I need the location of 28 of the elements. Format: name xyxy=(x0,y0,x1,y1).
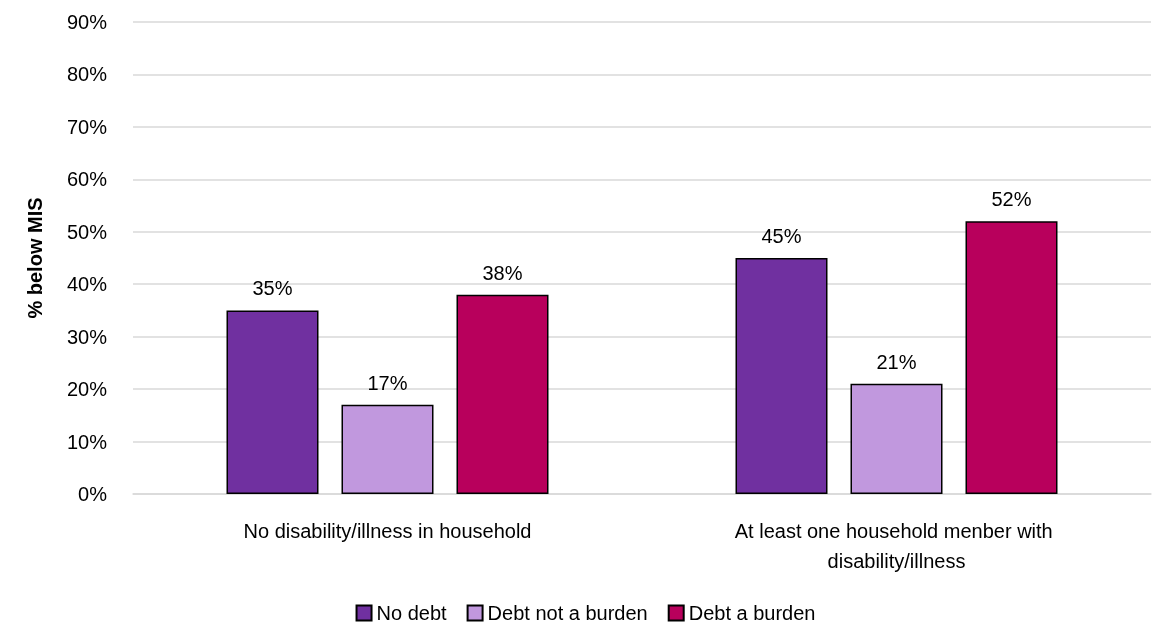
data-label: 38% xyxy=(482,261,523,284)
bar xyxy=(456,294,549,494)
y-tick-label: 80% xyxy=(66,63,108,86)
bar xyxy=(965,221,1058,494)
legend-label: No debt xyxy=(376,602,448,624)
data-label: 17% xyxy=(367,371,408,394)
data-label: 45% xyxy=(761,225,802,247)
y-tick-label: 70% xyxy=(66,115,108,138)
y-tick-label: 90% xyxy=(66,11,108,33)
y-tick-label: 60% xyxy=(66,168,108,191)
y-tick-label: 0% xyxy=(78,483,108,505)
y-tick-label: 10% xyxy=(66,430,108,453)
y-tick-label: 30% xyxy=(66,325,108,348)
legend-label: Debt not a burden xyxy=(487,602,648,624)
legend-label: Debt a burden xyxy=(688,602,816,624)
data-label: 52% xyxy=(991,188,1032,211)
y-tick-label: 40% xyxy=(66,273,108,296)
x-tick-label: No disability/illness in household xyxy=(243,520,532,542)
bar xyxy=(735,258,828,494)
y-tick-label: 50% xyxy=(66,220,108,243)
data-label: 21% xyxy=(876,350,917,373)
x-tick-label: At least one household menber with disability/illness xyxy=(734,520,1059,572)
y-tick-label: 20% xyxy=(66,378,108,401)
y-axis-title: % below MIS xyxy=(24,197,46,319)
bar xyxy=(850,383,943,494)
data-label: 35% xyxy=(252,277,293,300)
bar xyxy=(341,404,434,494)
bar xyxy=(226,310,319,494)
